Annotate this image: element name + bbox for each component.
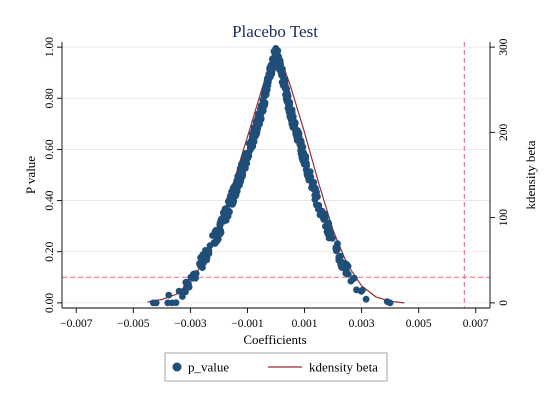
- p-value-point: [268, 70, 276, 78]
- x-tick-label: 0.007: [463, 318, 489, 330]
- p-value-point: [273, 52, 280, 59]
- p-value-point: [284, 92, 292, 100]
- legend-label-p-value: p_value: [188, 360, 229, 375]
- legend: p_value kdensity beta: [164, 352, 388, 382]
- p-value-point: [211, 230, 219, 238]
- p-value-point: [164, 299, 172, 307]
- y2-tick-label: 100: [498, 209, 510, 227]
- p-value-point: [293, 133, 301, 141]
- p-value-point: [302, 162, 310, 170]
- p-value-point: [263, 87, 270, 95]
- x-tick-label: 0.003: [349, 318, 375, 330]
- p-value-point: [286, 108, 293, 116]
- p-value-point: [311, 192, 319, 199]
- p-value-point: [225, 200, 233, 208]
- p-value-point: [280, 77, 287, 84]
- p-value-point: [362, 295, 370, 303]
- p-value-point: [335, 256, 343, 264]
- x-axis-title: Coefficients: [243, 332, 306, 347]
- p-value-point: [216, 221, 224, 229]
- x-tick-label: −0.001: [231, 318, 264, 330]
- legend-marker-p-value: [172, 362, 182, 372]
- p-value-point: [337, 262, 345, 269]
- p-value-point: [301, 154, 309, 161]
- p-value-point: [227, 192, 234, 200]
- x-tick-label: 0.001: [292, 318, 318, 330]
- p-value-point: [247, 144, 254, 152]
- p-value-point: [250, 128, 257, 136]
- p-value-point: [244, 152, 252, 160]
- p-value-point: [222, 217, 230, 224]
- p-value-point: [205, 247, 213, 254]
- p-value-point: [259, 107, 267, 115]
- p-value-point: [213, 237, 220, 245]
- x-tick-label: −0.007: [60, 318, 93, 330]
- p-value-point: [175, 287, 183, 295]
- p-value-point: [383, 298, 391, 305]
- p-value-point: [347, 277, 355, 285]
- p-value-point: [221, 206, 229, 214]
- y-tick-label: 0.80: [44, 88, 56, 108]
- p-value-point: [267, 61, 275, 69]
- p-value-point: [182, 278, 190, 286]
- y2-tick-label: 0: [498, 300, 510, 306]
- p-value-point: [357, 287, 365, 295]
- p-value-point: [248, 133, 256, 141]
- p-value-point: [254, 113, 262, 121]
- y-tick-label: 0.20: [44, 241, 56, 261]
- legend-label-kdensity: kdensity beta: [309, 360, 378, 375]
- p-value-point: [332, 243, 340, 251]
- p-value-point: [312, 201, 320, 209]
- p-value-point: [316, 211, 324, 219]
- p-value-point: [291, 119, 298, 127]
- p-value-point: [324, 229, 332, 237]
- p-value-point: [284, 100, 292, 107]
- p-value-point: [298, 145, 306, 153]
- p-value-point: [165, 291, 173, 299]
- p-value-point: [233, 184, 241, 191]
- x-tick-label: −0.005: [117, 318, 150, 330]
- p-value-point: [189, 274, 197, 282]
- p-value-point: [152, 299, 160, 307]
- y-axis-title: P value: [23, 156, 38, 194]
- p-value-point: [264, 78, 272, 86]
- p-value-point: [279, 82, 287, 89]
- x-tick-label: −0.003: [174, 318, 207, 330]
- p-value-point: [272, 46, 280, 54]
- y-tick-label: 0.40: [44, 190, 56, 210]
- x-tick-label: 0.005: [406, 318, 432, 330]
- p-value-point: [325, 222, 333, 230]
- p-value-point: [305, 173, 313, 180]
- chart-title: Placebo Test: [232, 22, 318, 41]
- y2-axis-title: kdensity beta: [523, 140, 538, 209]
- p-value-point: [342, 270, 350, 277]
- y-tick-label: 0.60: [44, 139, 56, 159]
- p-value-point: [260, 101, 268, 109]
- p-value-point: [240, 162, 248, 169]
- plot-area: [62, 42, 490, 308]
- y-tick-label: 1.00: [44, 37, 56, 57]
- p-value-point: [275, 65, 283, 73]
- y2-tick-label: 200: [498, 123, 510, 141]
- y2-tick-label: 300: [498, 38, 510, 56]
- y-tick-label: 0.00: [44, 293, 56, 313]
- p-value-point: [310, 178, 318, 186]
